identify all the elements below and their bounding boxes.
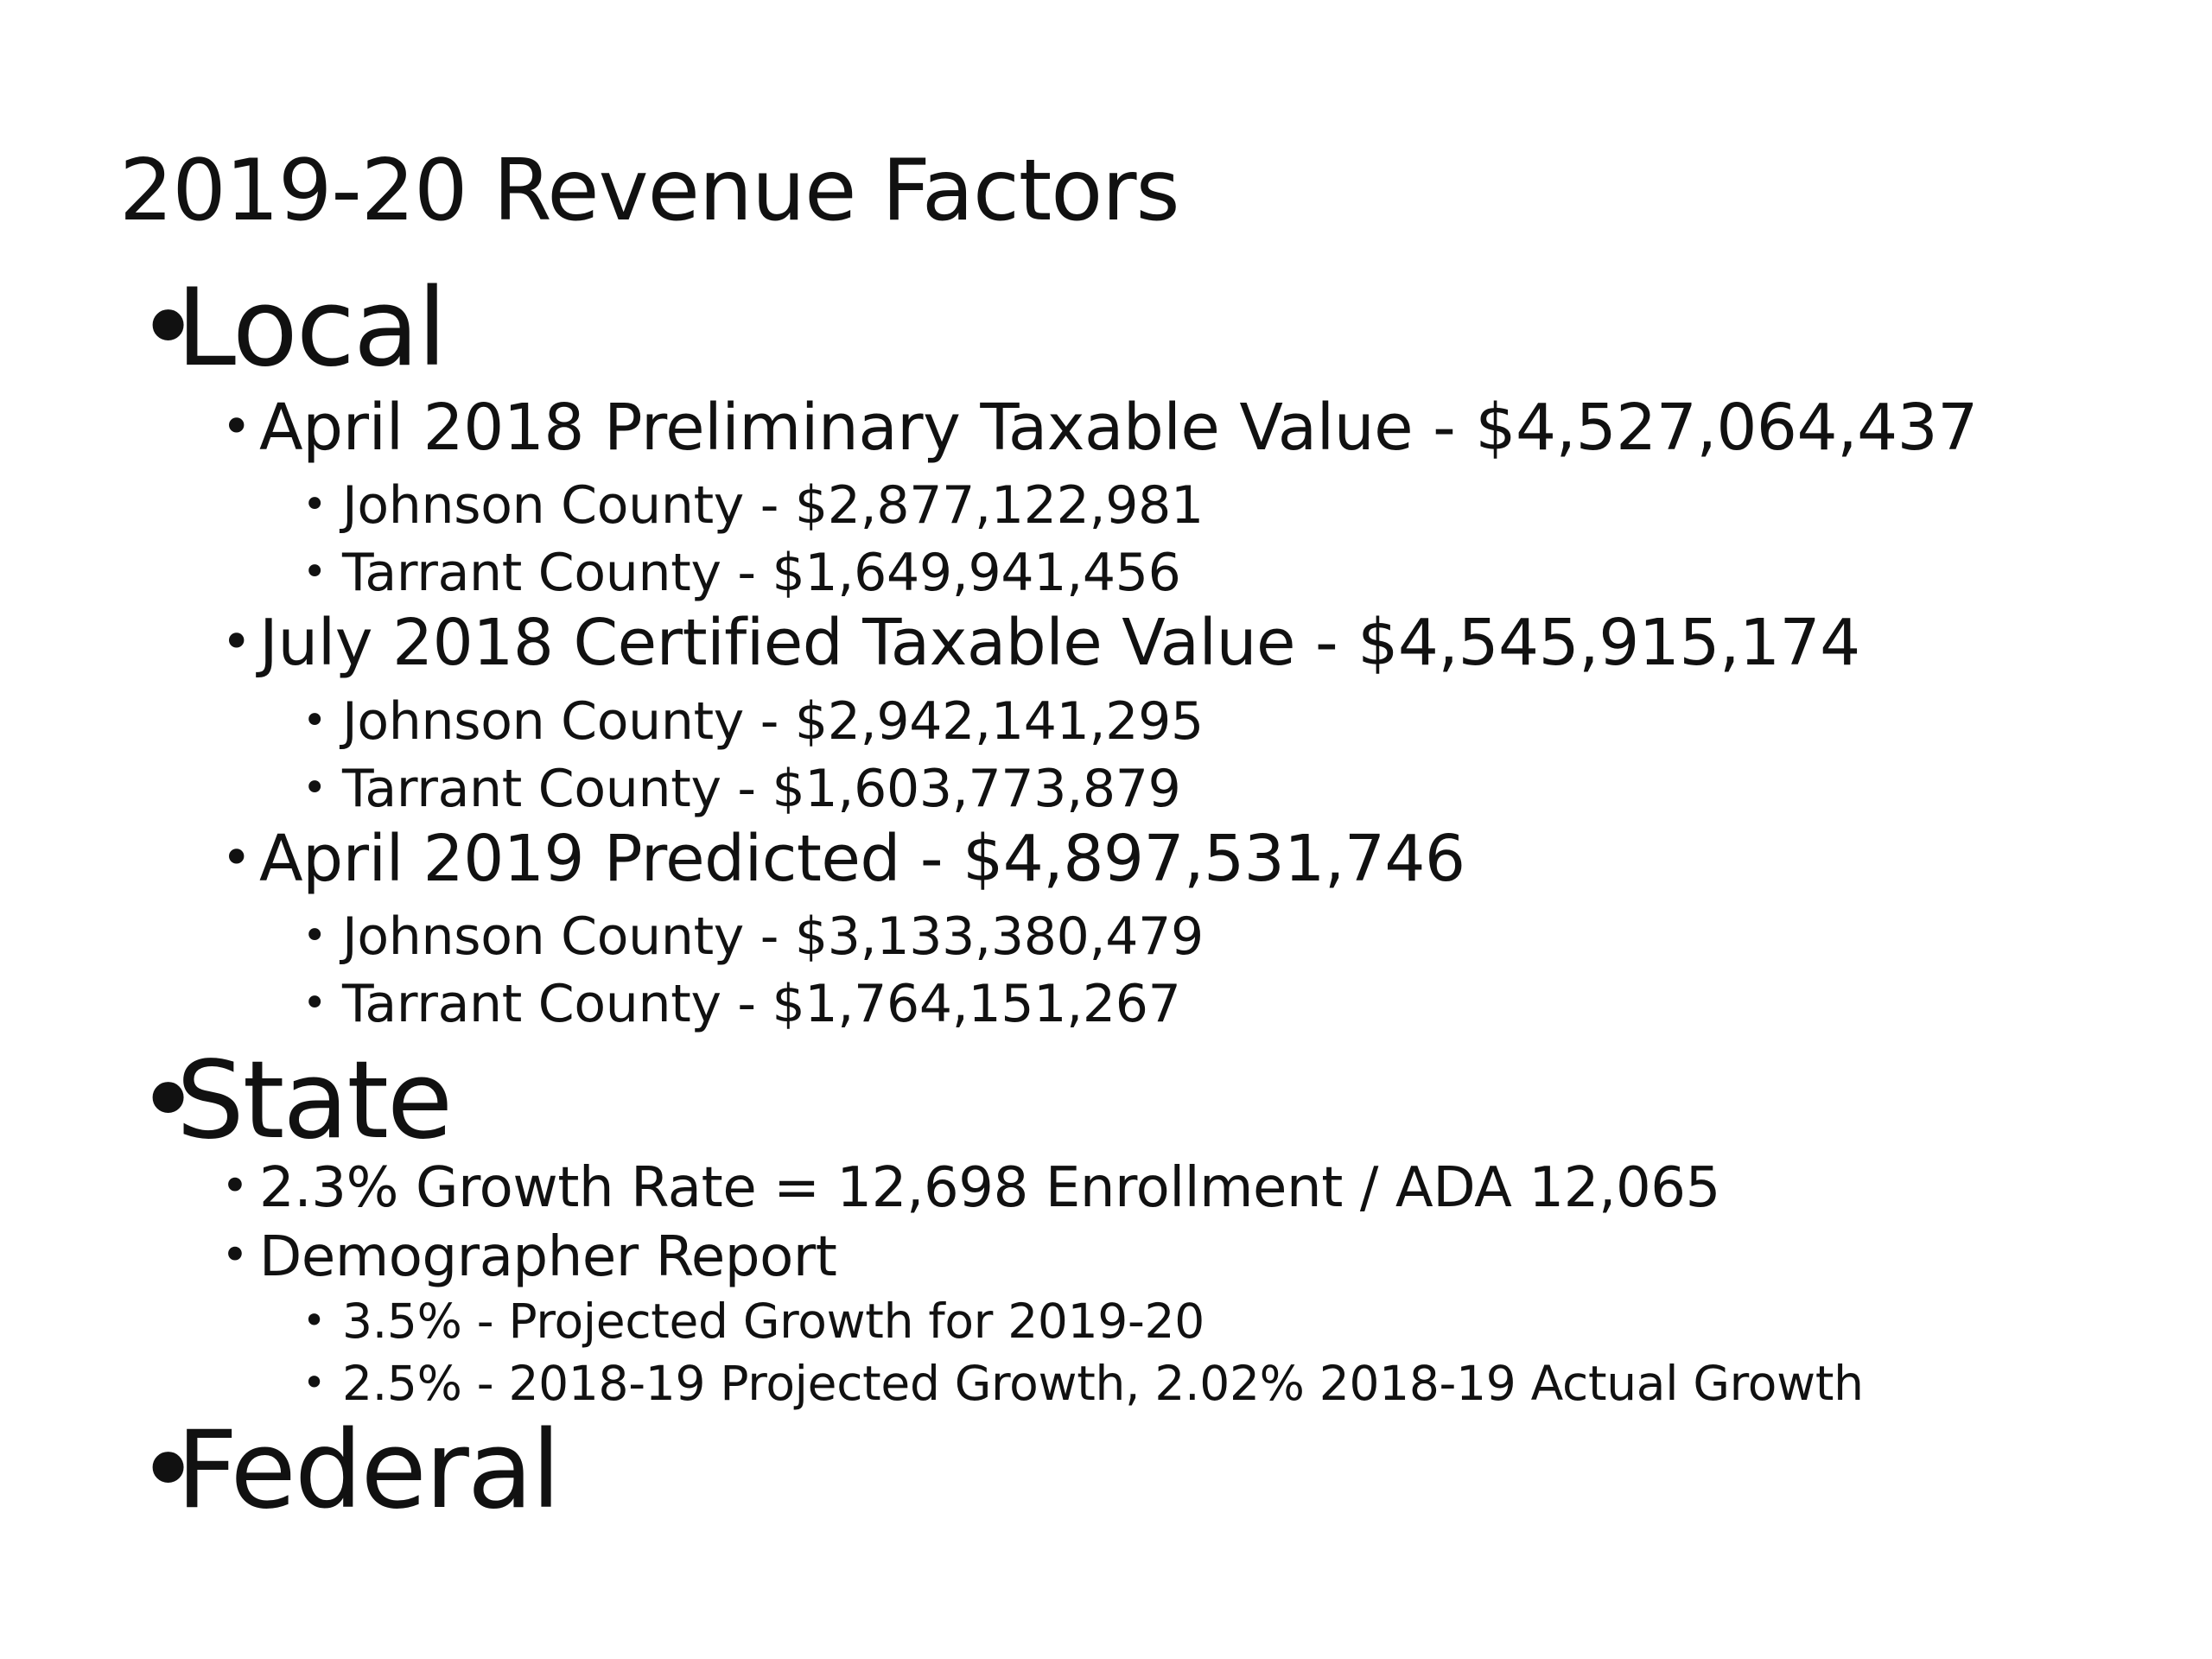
bullet: • [221, 1228, 249, 1282]
list-subitem: • Tarrant County - $1,603,773,879 [302, 763, 1181, 815]
list-item: • July 2018 Certified Taxable Value - $4,… [221, 611, 1860, 675]
list-subitem: • Tarrant County - $1,649,941,456 [302, 547, 1181, 599]
bullet: • [302, 1359, 326, 1406]
list-subitem-text: Johnson County - $2,877,122,981 [342, 475, 1204, 536]
bullet: • [221, 612, 251, 672]
list-item: • 2.3% Growth Rate = 12,698 Enrollment / … [221, 1160, 1720, 1216]
section-label: Local [176, 266, 447, 391]
list-subitem: • 2.5% - 2018-19 Projected Growth, 2.02% … [302, 1360, 1864, 1408]
section-label: State [176, 1039, 453, 1163]
list-item-text: July 2018 Certified Taxable Value - $4,5… [259, 606, 1860, 680]
bullet: • [302, 1297, 326, 1344]
list-item: • April 2018 Preliminary Taxable Value - … [221, 396, 1978, 460]
list-item-text: Demographer Report [259, 1225, 837, 1289]
section-heading-local: •Local [137, 266, 447, 391]
section-label: Federal [176, 1408, 561, 1533]
bullet: • [302, 696, 327, 745]
list-subitem-text: 2.5% - 2018-19 Projected Growth, 2.02% 2… [342, 1356, 1864, 1411]
bullet: • [302, 480, 327, 529]
bullet: • [137, 1408, 200, 1533]
slide-title: 2019-20 Revenue Factors [119, 142, 1180, 240]
section-heading-federal: •Federal [137, 1408, 561, 1533]
list-subitem: • Johnson County - $3,133,380,479 [302, 911, 1204, 963]
list-subitem-text: 3.5% - Projected Growth for 2019-20 [342, 1294, 1205, 1349]
bullet: • [221, 397, 251, 457]
bullet: • [221, 828, 251, 888]
list-subitem-text: Johnson County - $3,133,380,479 [342, 906, 1204, 967]
list-item-text: April 2019 Predicted - $4,897,531,746 [259, 822, 1465, 896]
list-subitem-text: Tarrant County - $1,603,773,879 [342, 759, 1181, 819]
list-subitem-text: Tarrant County - $1,649,941,456 [342, 543, 1181, 603]
bullet: • [137, 1039, 200, 1163]
list-item-text: 2.3% Growth Rate = 12,698 Enrollment / A… [259, 1156, 1720, 1220]
bullet: • [302, 979, 327, 1027]
list-subitem-text: Tarrant County - $1,764,151,267 [342, 974, 1181, 1034]
list-item-text: April 2018 Preliminary Taxable Value - $… [259, 391, 1978, 465]
list-item: • April 2019 Predicted - $4,897,531,746 [221, 827, 1465, 891]
list-subitem-text: Johnson County - $2,942,141,295 [342, 691, 1204, 752]
bullet: • [221, 1159, 249, 1213]
list-subitem: • Johnson County - $2,942,141,295 [302, 696, 1204, 747]
list-subitem: • Johnson County - $2,877,122,981 [302, 480, 1204, 531]
bullet: • [302, 764, 327, 812]
list-subitem: • Tarrant County - $1,764,151,267 [302, 978, 1181, 1030]
list-subitem: • 3.5% - Projected Growth for 2019-20 [302, 1298, 1205, 1345]
bullet: • [302, 912, 327, 960]
section-heading-state: •State [137, 1039, 453, 1163]
bullet: • [302, 548, 327, 596]
list-item: • Demographer Report [221, 1230, 837, 1285]
bullet: • [137, 266, 200, 391]
